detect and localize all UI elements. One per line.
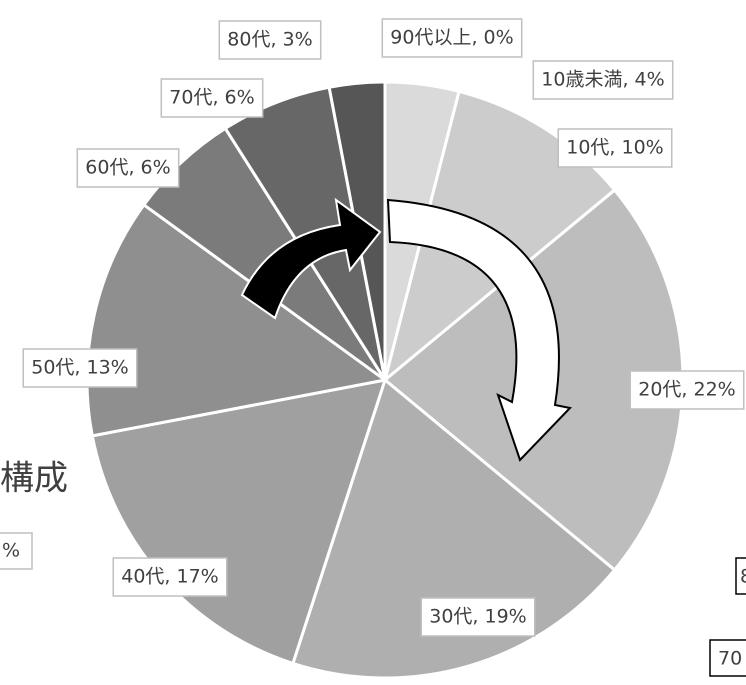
label-box [557, 128, 673, 168]
cut-text: % [2, 540, 20, 562]
pie [85, 80, 685, 680]
data-label: 30代, 19% [429, 606, 527, 628]
black-arrow [240, 197, 382, 320]
label-box [420, 597, 536, 637]
cut-box [0, 532, 33, 570]
data-label: 10歳未満, 4% [541, 69, 664, 91]
data-label: 50代, 13% [31, 357, 129, 379]
label-box [381, 18, 523, 58]
data-label: 40代, 17% [121, 566, 219, 588]
label-box [22, 348, 138, 388]
data-label: 90代以上, 0% [390, 27, 513, 49]
slice [85, 202, 389, 438]
label-box [218, 20, 322, 60]
cut-box [735, 557, 746, 595]
data-label: 80代, 3% [227, 29, 312, 51]
data-label: 10代, 10% [566, 137, 664, 159]
data-label: 60代, 6% [85, 157, 170, 179]
label-box [160, 78, 264, 118]
cut-text: 70 [718, 648, 742, 670]
cut-box [709, 639, 746, 677]
data-label: 70代, 6% [169, 87, 254, 109]
label-box [532, 60, 674, 100]
cut-text: 8 [740, 566, 746, 588]
data-label: 20代, 22% [638, 379, 736, 401]
white-arrow [386, 198, 572, 462]
label-box [629, 370, 745, 410]
cut-text: 構成 [0, 459, 68, 499]
label-box [112, 557, 228, 597]
label-box [76, 148, 180, 188]
